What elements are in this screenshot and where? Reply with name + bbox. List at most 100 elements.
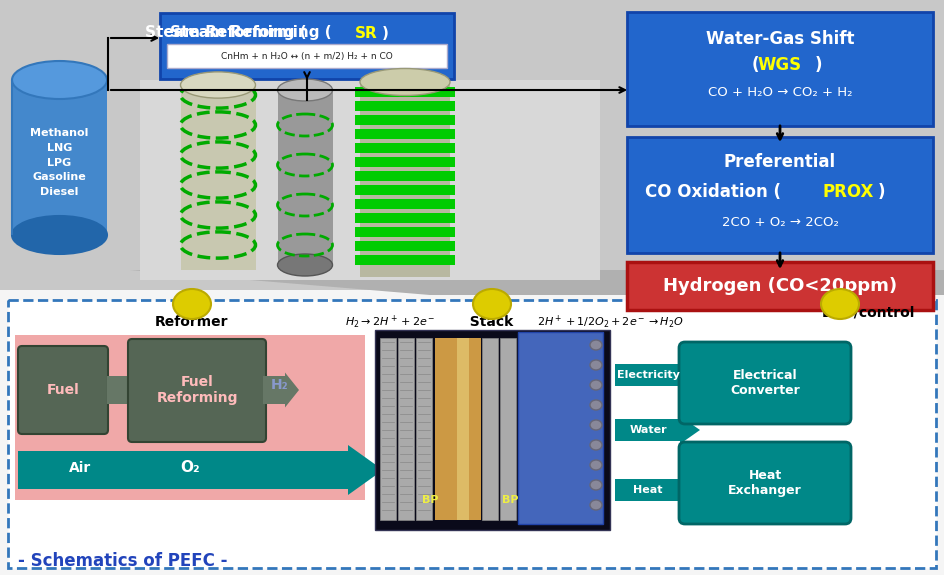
Text: ): ) — [878, 183, 885, 201]
Bar — [360, 82, 450, 277]
Bar — [0, 290, 944, 575]
Text: CO Oxidation (: CO Oxidation ( — [645, 183, 781, 201]
Text: BP: BP — [502, 495, 518, 505]
Bar — [355, 227, 455, 237]
Bar — [416, 338, 432, 520]
Text: Air: Air — [69, 461, 92, 475]
Text: CnHm + n H₂O ↔ (n + m/2) H₂ + n CO: CnHm + n H₂O ↔ (n + m/2) H₂ + n CO — [221, 52, 393, 60]
FancyArrow shape — [107, 373, 143, 408]
Ellipse shape — [590, 480, 602, 490]
Ellipse shape — [590, 340, 602, 350]
Text: ): ) — [815, 56, 821, 74]
Ellipse shape — [473, 289, 511, 319]
Text: Heat
Exchanger: Heat Exchanger — [728, 469, 801, 497]
Text: Reformer: Reformer — [155, 315, 228, 329]
Text: Steam Reforming (: Steam Reforming ( — [145, 25, 307, 40]
Text: - Schematics of PEFC -: - Schematics of PEFC - — [18, 552, 228, 570]
Bar — [469, 338, 481, 520]
FancyBboxPatch shape — [627, 12, 933, 126]
FancyBboxPatch shape — [160, 13, 454, 79]
FancyBboxPatch shape — [679, 442, 851, 524]
Text: Heat: Heat — [633, 485, 663, 495]
Bar — [355, 241, 455, 251]
Text: CO + H₂O → CO₂ + H₂: CO + H₂O → CO₂ + H₂ — [708, 86, 852, 99]
Bar — [457, 338, 469, 520]
FancyArrow shape — [615, 361, 700, 389]
Text: BOP/control: BOP/control — [821, 305, 915, 319]
Ellipse shape — [821, 289, 859, 319]
Text: SR: SR — [355, 25, 378, 40]
Ellipse shape — [360, 68, 450, 95]
Text: Preferential: Preferential — [724, 153, 836, 171]
Bar — [518, 332, 603, 524]
Ellipse shape — [590, 400, 602, 410]
Text: $H_2 \rightarrow 2H^+ + 2e^-$: $H_2 \rightarrow 2H^+ + 2e^-$ — [345, 313, 435, 331]
FancyArrow shape — [263, 373, 299, 408]
Bar — [278, 90, 332, 265]
Bar — [355, 199, 455, 209]
Bar — [15, 335, 365, 500]
FancyBboxPatch shape — [8, 300, 936, 568]
FancyArrow shape — [18, 445, 383, 495]
Text: Water-Gas Shift: Water-Gas Shift — [706, 30, 854, 48]
Ellipse shape — [590, 460, 602, 470]
Ellipse shape — [590, 360, 602, 370]
FancyBboxPatch shape — [167, 44, 447, 68]
Ellipse shape — [590, 380, 602, 390]
Ellipse shape — [590, 420, 602, 430]
Ellipse shape — [12, 216, 107, 254]
Bar — [140, 80, 600, 280]
Bar — [355, 255, 455, 265]
Text: Steam Reforming (: Steam Reforming ( — [170, 25, 331, 40]
Bar — [355, 143, 455, 153]
Text: WGS: WGS — [758, 56, 802, 74]
Ellipse shape — [12, 61, 107, 99]
Bar — [355, 157, 455, 167]
Text: ): ) — [382, 25, 389, 40]
Text: Hydrogen (CO<20ppm): Hydrogen (CO<20ppm) — [663, 277, 897, 295]
Text: $2H^+ + 1/2O_2 + 2e^- \rightarrow H_2O$: $2H^+ + 1/2O_2 + 2e^- \rightarrow H_2O$ — [536, 313, 683, 331]
FancyArrow shape — [615, 416, 700, 444]
Text: Electrical
Converter: Electrical Converter — [730, 369, 800, 397]
Bar — [482, 338, 498, 520]
Text: Fuel: Fuel — [46, 383, 79, 397]
Bar — [380, 338, 396, 520]
Ellipse shape — [278, 254, 332, 276]
FancyBboxPatch shape — [128, 339, 266, 442]
Text: Fuel
Reforming: Fuel Reforming — [157, 375, 238, 405]
Text: PROX: PROX — [822, 183, 873, 201]
Bar — [355, 171, 455, 181]
Bar — [12, 80, 107, 235]
Bar — [398, 338, 414, 520]
FancyArrow shape — [615, 476, 700, 504]
Ellipse shape — [590, 440, 602, 450]
Text: Electricity: Electricity — [616, 370, 680, 380]
Text: 2CO + O₂ → 2CO₂: 2CO + O₂ → 2CO₂ — [721, 216, 838, 228]
Bar — [0, 0, 944, 290]
Bar — [355, 129, 455, 139]
Bar — [435, 338, 457, 520]
Bar — [500, 338, 516, 520]
Bar — [355, 115, 455, 125]
Text: H₂: H₂ — [271, 378, 289, 392]
Bar — [355, 213, 455, 223]
Bar — [355, 87, 455, 97]
Text: BP: BP — [422, 495, 438, 505]
Bar — [355, 101, 455, 111]
Text: Stack: Stack — [461, 315, 524, 329]
FancyBboxPatch shape — [18, 346, 108, 434]
Bar — [180, 85, 256, 270]
Text: Methanol
LNG
LPG
Gasoline
Diesel: Methanol LNG LPG Gasoline Diesel — [30, 128, 89, 197]
Ellipse shape — [590, 500, 602, 510]
Ellipse shape — [180, 72, 256, 98]
Text: Water: Water — [630, 425, 666, 435]
Bar — [355, 185, 455, 195]
Polygon shape — [130, 270, 944, 295]
FancyBboxPatch shape — [679, 342, 851, 424]
Text: O₂: O₂ — [180, 461, 200, 476]
Bar — [375, 330, 610, 530]
Ellipse shape — [173, 289, 211, 319]
Ellipse shape — [278, 79, 332, 101]
FancyBboxPatch shape — [627, 137, 933, 253]
Text: (: ( — [751, 56, 759, 74]
